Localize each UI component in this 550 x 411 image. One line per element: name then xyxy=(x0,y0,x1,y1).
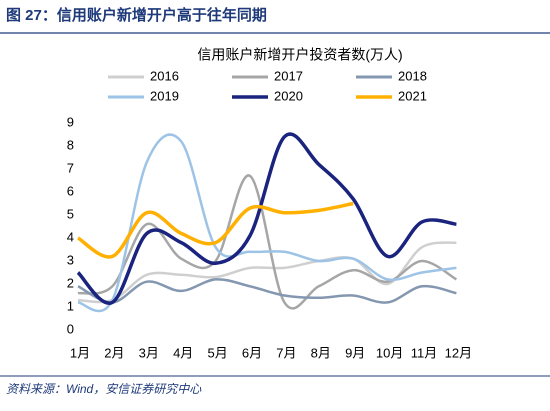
series-line xyxy=(76,132,457,305)
x-tick-label: 5月 xyxy=(207,345,227,360)
chart-title: 信用账户新增开户投资者数(万人) xyxy=(197,47,402,63)
x-tick-label: 1月 xyxy=(70,345,90,360)
x-tick-label: 12月 xyxy=(445,345,472,360)
x-tick-label: 10月 xyxy=(376,345,403,360)
y-tick-label: 7 xyxy=(67,160,74,175)
x-tick-label: 9月 xyxy=(345,345,365,360)
series-line xyxy=(77,201,354,259)
series-line xyxy=(77,133,457,313)
y-tick-label: 8 xyxy=(67,137,74,152)
y-tick-label: 6 xyxy=(67,183,74,198)
source-note: 资料来源：Wind，安信证券研究中心 xyxy=(6,382,202,396)
y-tick-label: 9 xyxy=(67,114,74,129)
y-tick-label: 0 xyxy=(67,321,74,336)
x-tick-label: 2月 xyxy=(104,345,124,360)
series-line xyxy=(77,241,457,304)
legend-label: 2020 xyxy=(274,88,303,103)
y-tick-label: 3 xyxy=(67,252,74,267)
y-tick-label: 1 xyxy=(67,298,74,313)
legend-label: 2017 xyxy=(274,68,303,83)
x-tick-label: 8月 xyxy=(311,345,331,360)
x-tick-label: 7月 xyxy=(276,345,296,360)
y-tick-label: 4 xyxy=(67,229,74,244)
x-tick-label: 4月 xyxy=(173,345,193,360)
x-tick-label: 3月 xyxy=(139,345,159,360)
x-tick-label: 11月 xyxy=(411,345,438,360)
figure-header: 图 27：信用账户新增开户高于往年同期 xyxy=(6,6,267,24)
legend-label: 2018 xyxy=(398,68,427,83)
series-line xyxy=(77,174,458,310)
y-tick-label: 2 xyxy=(67,275,74,290)
legend-label: 2019 xyxy=(150,88,179,103)
legend-label: 2016 xyxy=(150,68,179,83)
legend-label: 2021 xyxy=(398,88,427,103)
series-line xyxy=(77,278,457,304)
y-tick-label: 5 xyxy=(67,206,74,221)
x-tick-label: 6月 xyxy=(242,345,262,360)
